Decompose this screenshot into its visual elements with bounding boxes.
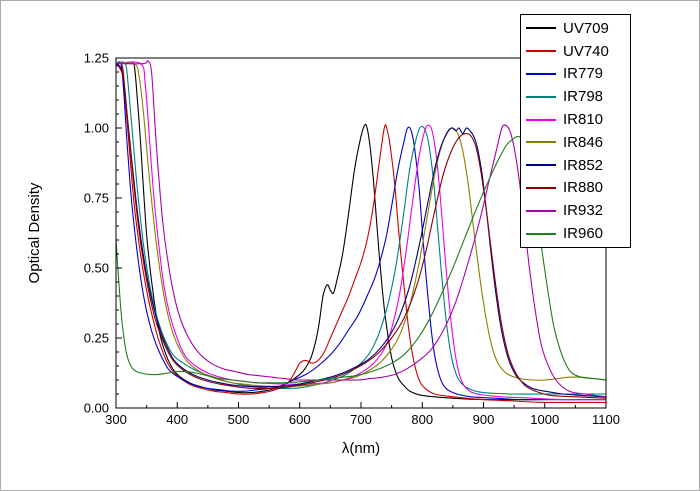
legend-item-IR810: IR810 [526, 108, 626, 131]
legend-line-swatch [526, 209, 556, 212]
legend-line-swatch [526, 50, 556, 53]
legend-label: UV740 [563, 42, 609, 60]
legend-label: IR810 [563, 111, 604, 129]
legend-item-IR852: IR852 [526, 154, 626, 177]
x-tick-label: 700 [350, 412, 372, 427]
series-IR880-line [116, 63, 606, 399]
legend-item-IR798: IR798 [526, 85, 626, 108]
y-tick-label: 0.25 [84, 331, 109, 346]
x-tick-label: 600 [289, 412, 311, 427]
legend: UV709 UV740 IR779 IR798 IR810 IR846 IR852 IR880… [520, 14, 631, 248]
y-tick-label: 0.75 [84, 191, 109, 206]
y-tick-label: 0.50 [84, 261, 109, 276]
legend-item-IR880: IR880 [526, 177, 626, 200]
series-UV740-line [116, 62, 606, 404]
legend-line-swatch [526, 164, 556, 167]
legend-label: IR880 [563, 179, 604, 197]
legend-line-swatch [526, 232, 556, 235]
legend-label: IR960 [563, 225, 604, 243]
legend-label: IR779 [563, 65, 604, 83]
y-axis-label: Optical Density [26, 182, 43, 283]
y-tick-label: 1.25 [84, 51, 109, 66]
legend-line-swatch [526, 186, 556, 189]
series-IR798-line [116, 61, 606, 395]
legend-item-IR960: IR960 [526, 222, 626, 245]
legend-line-swatch [526, 72, 556, 75]
series-IR846-line [116, 62, 606, 387]
axis-ticks [115, 57, 607, 409]
x-tick-label: 1000 [530, 412, 559, 427]
series-IR810-line [116, 61, 606, 401]
legend-label: UV709 [563, 19, 609, 37]
legend-item-UV709: UV709 [526, 17, 626, 40]
plot-layer: 300 400 500 600 700 800 900 1000 1100 0.00 0.25 0.5… [84, 51, 620, 428]
x-tick-label: 500 [228, 412, 250, 427]
x-tick-label: 300 [105, 412, 127, 427]
legend-label: IR846 [563, 133, 604, 151]
series-IR852-line [116, 63, 606, 398]
series-UV709-line [116, 62, 606, 401]
x-tick-label: 400 [166, 412, 188, 427]
legend-label: IR798 [563, 88, 604, 106]
x-axis-label: λ(nm) [342, 440, 380, 457]
y-tick-label: 1.00 [84, 121, 109, 136]
legend-line-swatch [526, 118, 556, 121]
x-tick-label: 800 [411, 412, 433, 427]
legend-line-swatch [526, 27, 556, 30]
legend-item-UV740: UV740 [526, 40, 626, 63]
y-tick-label: 0.00 [84, 401, 109, 416]
legend-label: IR852 [563, 156, 604, 174]
x-tick-label: 900 [473, 412, 495, 427]
legend-line-swatch [526, 141, 556, 144]
legend-item-IR846: IR846 [526, 131, 626, 154]
tick-labels: 300 400 500 600 700 800 900 1000 1100 0.00 0.25 0.5… [84, 51, 620, 428]
legend-item-IR779: IR779 [526, 63, 626, 86]
legend-line-swatch [526, 95, 556, 98]
x-tick-label: 1100 [592, 412, 620, 427]
legend-label: IR932 [563, 202, 604, 220]
legend-item-IR932: IR932 [526, 199, 626, 222]
